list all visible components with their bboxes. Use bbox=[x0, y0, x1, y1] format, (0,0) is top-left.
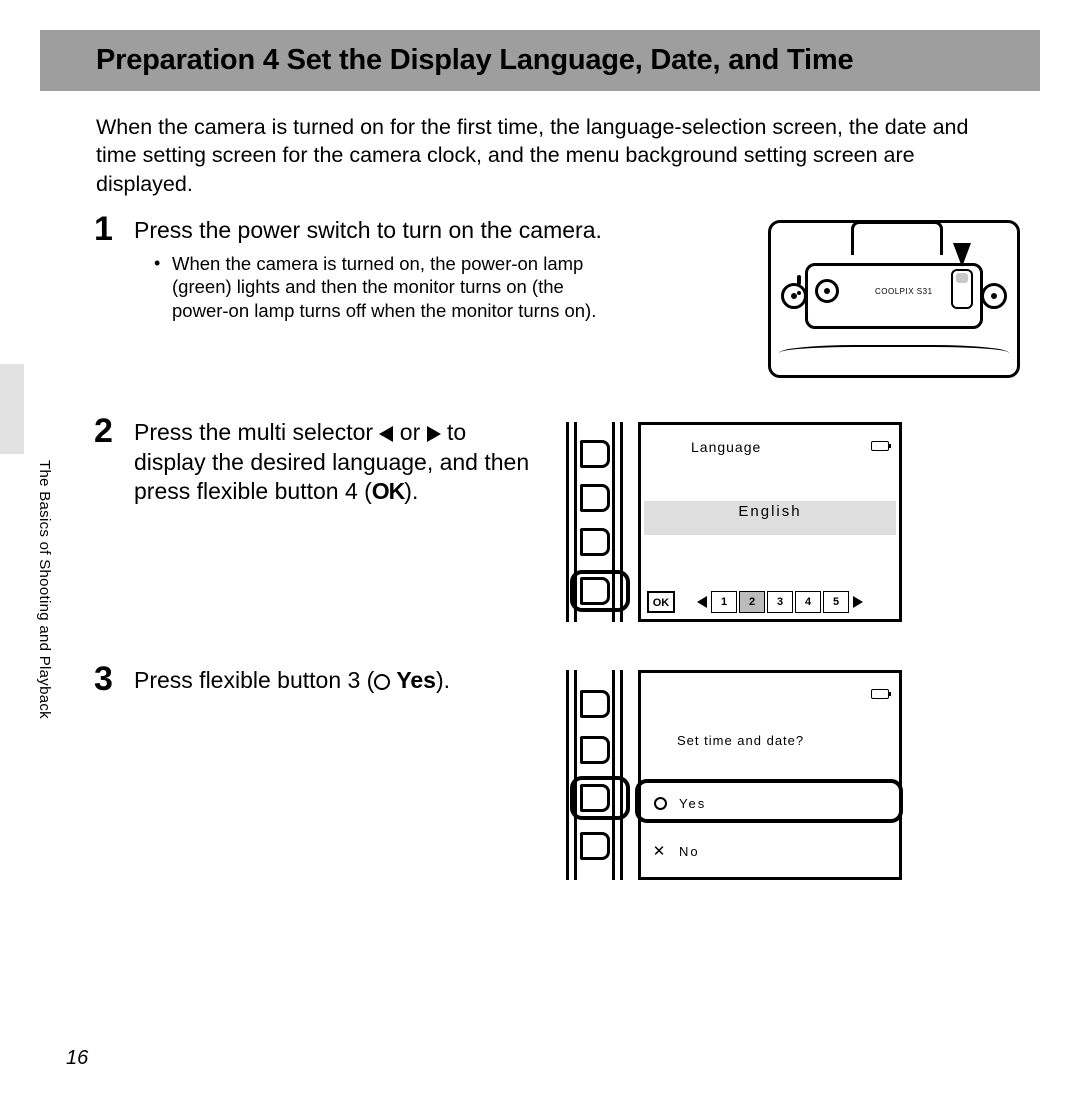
flexible-button-2 bbox=[580, 484, 610, 512]
lcd-title: Language bbox=[691, 439, 761, 455]
flexible-button-4 bbox=[580, 832, 610, 860]
lcd-selected-language: English bbox=[641, 503, 899, 520]
flexible-button-rail bbox=[552, 670, 638, 880]
x-icon: ✕ bbox=[649, 842, 671, 860]
section-title: Preparation 4 Set the Display Language, … bbox=[40, 44, 1040, 77]
lcd-no-label: No bbox=[679, 844, 700, 859]
circle-icon bbox=[374, 674, 390, 690]
flexible-button-3 bbox=[580, 528, 610, 556]
step-3-title: Press flexible button 3 ( Yes). bbox=[134, 666, 534, 695]
manual-page: Preparation 4 Set the Display Language, … bbox=[0, 30, 1080, 1110]
side-chapter-label: The Basics of Shooting and Playback bbox=[36, 460, 53, 719]
step-number: 1 bbox=[94, 210, 113, 249]
lcd-prompt: Set time and date? bbox=[677, 733, 804, 748]
battery-icon bbox=[871, 441, 889, 451]
arrow-down-icon bbox=[953, 243, 971, 267]
flexible-button-4 bbox=[580, 577, 610, 605]
step-number: 3 bbox=[94, 660, 113, 699]
lcd-language-figure: Language English OK 1 2 3 4 5 bbox=[552, 422, 902, 622]
step-1: 1 Press the power switch to turn on the … bbox=[96, 216, 1020, 396]
intro-paragraph: When the camera is turned on for the fir… bbox=[0, 91, 1080, 198]
lcd-no-row: ✕ No bbox=[649, 833, 891, 869]
camera-logo-text: COOLPIX S31 bbox=[875, 287, 933, 296]
flexible-button-1 bbox=[580, 690, 610, 718]
step-number: 2 bbox=[94, 412, 113, 451]
circle-icon bbox=[649, 795, 671, 812]
pager-page: 3 bbox=[767, 591, 793, 613]
pager-page: 2 bbox=[739, 591, 765, 613]
triangle-left-icon bbox=[379, 426, 393, 442]
lcd-datetime-figure: Set time and date? Yes ✕ No bbox=[552, 670, 902, 880]
lcd-yes-row: Yes bbox=[649, 785, 891, 821]
lcd-screen: Language English OK 1 2 3 4 5 bbox=[638, 422, 902, 622]
pager-right-icon bbox=[853, 596, 863, 608]
battery-icon bbox=[871, 689, 889, 699]
step-2-title: Press the multi selector or to display t… bbox=[134, 418, 534, 506]
power-switch-icon bbox=[951, 269, 973, 309]
step-3: 3 Press flexible button 3 ( Yes). bbox=[96, 666, 1020, 898]
flexible-button-1 bbox=[580, 440, 610, 468]
lcd-ok-label: OK bbox=[647, 591, 675, 613]
pager-page: 5 bbox=[823, 591, 849, 613]
step-2: 2 Press the multi selector or to display… bbox=[96, 418, 1020, 640]
section-header: Preparation 4 Set the Display Language, … bbox=[40, 30, 1040, 91]
step-1-title: Press the power switch to turn on the ca… bbox=[134, 216, 750, 245]
lcd-yes-label: Yes bbox=[679, 796, 706, 811]
pager-left-icon bbox=[697, 596, 707, 608]
camera-top-illustration: COOLPIX S31 bbox=[768, 220, 1020, 378]
page-number: 16 bbox=[66, 1047, 88, 1070]
lcd-pager: 1 2 3 4 5 bbox=[697, 591, 863, 613]
pager-page: 4 bbox=[795, 591, 821, 613]
thumb-tab-stub bbox=[0, 364, 24, 454]
flexible-button-2 bbox=[580, 736, 610, 764]
steps-list: 1 Press the power switch to turn on the … bbox=[0, 198, 1080, 898]
triangle-right-icon bbox=[427, 426, 441, 442]
step-1-bullet: When the camera is turned on, the power-… bbox=[158, 252, 604, 323]
lcd-screen: Set time and date? Yes ✕ No bbox=[638, 670, 902, 880]
flexible-button-3 bbox=[580, 784, 610, 812]
flexible-button-rail bbox=[552, 422, 638, 622]
pager-page: 1 bbox=[711, 591, 737, 613]
ok-icon: OK bbox=[372, 478, 405, 504]
